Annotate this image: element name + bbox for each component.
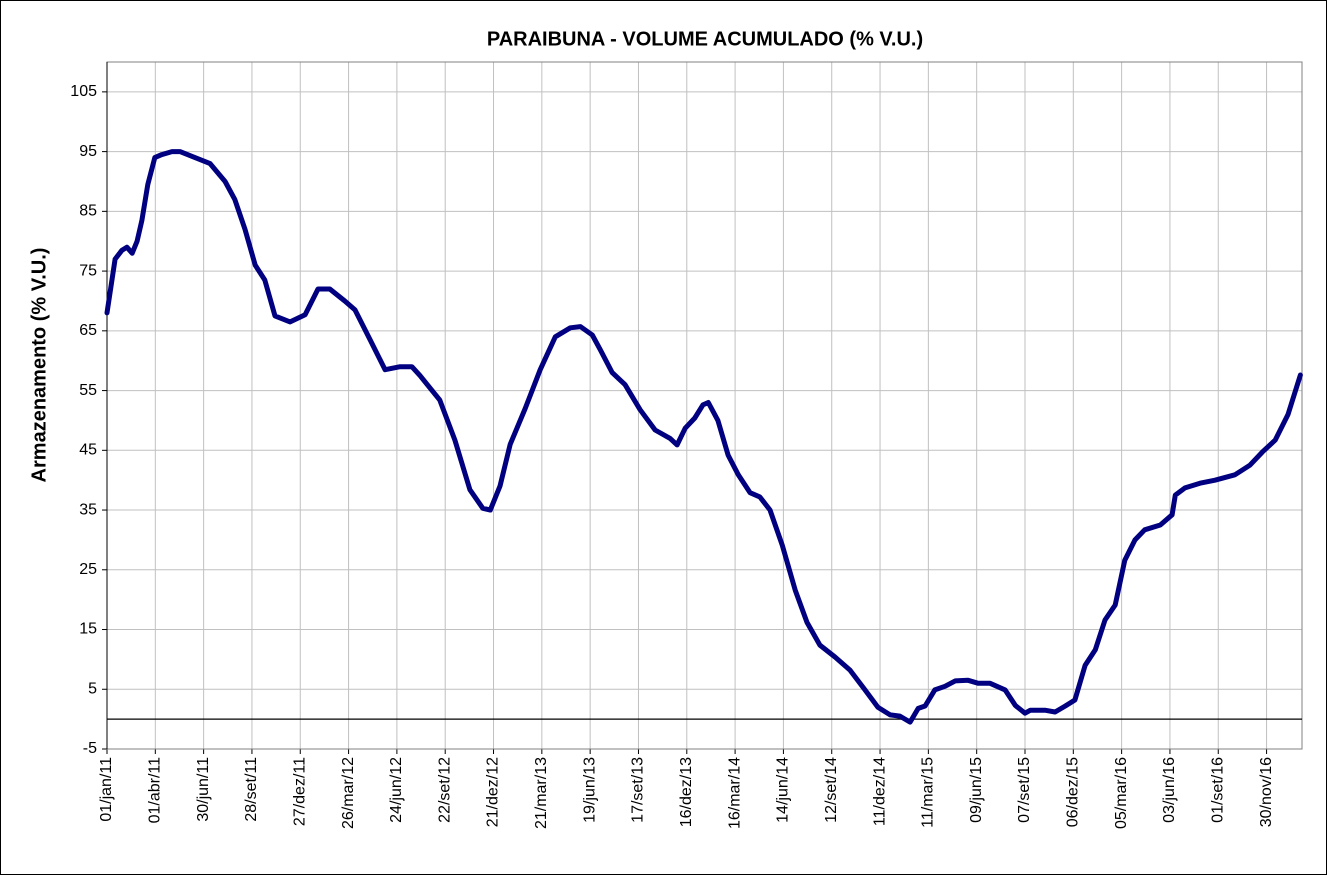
y-tick-label: -5 xyxy=(83,740,97,757)
x-tick-label: 09/jun/15 xyxy=(968,757,985,823)
x-tick-label: 24/jun/12 xyxy=(388,757,405,823)
x-tick-label: 07/set/15 xyxy=(1016,757,1033,823)
y-axis-label: Armazenamento (% V.U.) xyxy=(28,248,50,483)
x-tick-label: 30/nov/16 xyxy=(1258,757,1275,827)
x-tick-label: 16/dez/13 xyxy=(678,757,695,827)
x-tick-label: 11/dez/14 xyxy=(871,757,888,826)
chart-title: PARAIBUNA - VOLUME ACUMULADO (% V.U.) xyxy=(487,28,923,50)
x-tick-label: 26/mar/12 xyxy=(340,757,357,829)
y-tick-label: 95 xyxy=(79,143,97,160)
y-tick-label: 55 xyxy=(79,382,97,399)
x-tick-label: 22/set/12 xyxy=(436,757,453,823)
x-tick-label: 03/jun/16 xyxy=(1161,757,1178,823)
y-tick-label: 5 xyxy=(88,680,97,697)
x-tick-label: 17/set/13 xyxy=(630,757,647,823)
y-tick-label: 35 xyxy=(79,501,97,518)
x-tick-label: 28/set/11 xyxy=(243,757,260,822)
x-tick-label: 14/jun/14 xyxy=(775,757,792,823)
x-tick-label: 21/dez/12 xyxy=(485,757,502,827)
y-tick-label: 25 xyxy=(79,561,97,578)
x-tick-label: 01/jan/11 xyxy=(98,757,115,822)
y-tick-label: 45 xyxy=(79,442,97,459)
x-tick-label: 06/dez/15 xyxy=(1065,757,1082,827)
x-tick-label: 27/dez/11 xyxy=(291,757,308,826)
x-tick-label: 16/mar/14 xyxy=(726,757,743,829)
y-tick-label: 85 xyxy=(79,203,97,220)
x-tick-label: 01/set/16 xyxy=(1209,757,1226,823)
x-tick-label: 30/jun/11 xyxy=(195,757,212,822)
y-tick-label: 105 xyxy=(70,83,97,100)
x-tick-label: 11/mar/15 xyxy=(920,757,937,828)
x-tick-label: 01/abr/11 xyxy=(147,757,164,824)
y-tick-label: 75 xyxy=(79,262,97,279)
x-tick-label: 19/jun/13 xyxy=(581,757,598,823)
data-line xyxy=(104,149,1303,725)
x-tick-label: 05/mar/16 xyxy=(1113,757,1130,829)
x-tick-label: 21/mar/13 xyxy=(533,757,550,829)
y-tick-label: 15 xyxy=(79,621,97,638)
x-tick-label: 12/set/14 xyxy=(823,757,840,823)
y-tick-label: 65 xyxy=(79,322,97,339)
